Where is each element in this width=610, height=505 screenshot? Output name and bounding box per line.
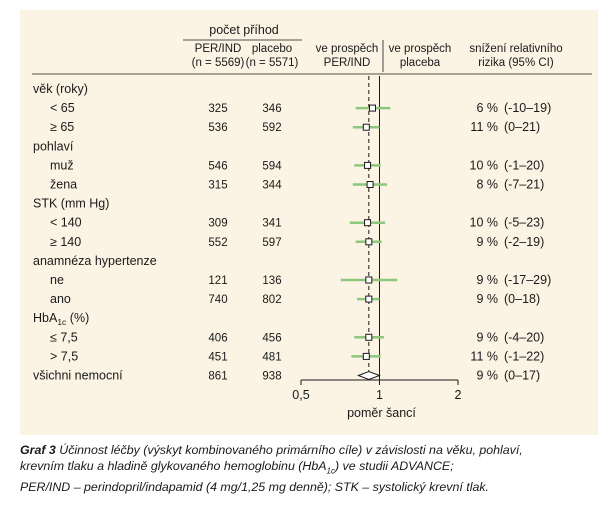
x-axis-label: poměr šancí: [347, 406, 416, 420]
rrr-ci: (-7–21): [504, 178, 544, 192]
rrr-ci: (-1–22): [504, 349, 544, 363]
group-label: STK (mm Hg): [33, 197, 109, 211]
point-estimate-marker: [365, 333, 373, 341]
group-label: HbA1c (%): [33, 311, 89, 327]
events-per-ind: 121: [208, 275, 227, 287]
events-per-ind: 740: [208, 294, 227, 306]
events-placebo: 802: [262, 294, 281, 306]
header-rrr-2: rizika (95% CI): [478, 57, 554, 69]
x-axis-tick-label: 0,5: [292, 388, 309, 402]
subgroup-label: ne: [50, 273, 64, 287]
plot-panel: [20, 10, 598, 435]
header-favors-placebo-2: placeba: [400, 57, 441, 69]
rrr-ci: (0–21): [504, 120, 540, 134]
events-per-ind: 552: [208, 237, 227, 249]
point-estimate-marker: [366, 181, 374, 188]
events-placebo: 938: [262, 371, 281, 383]
rrr-percent: 10 %: [470, 158, 499, 172]
forest-plot: počet příhod PER/IND (n = 5569) placebo (n =…: [32, 23, 592, 420]
events-placebo: 597: [262, 237, 281, 249]
header-favors-per-ind-2: PER/IND: [324, 57, 371, 69]
header-rrr-1: snížení relativního: [469, 43, 562, 55]
header-events-label: počet příhod: [209, 23, 279, 37]
rrr-percent: 9 %: [476, 369, 498, 383]
caption-line-2b: ) ve studii ADVANCE;: [334, 459, 454, 473]
group-label: pohlaví: [33, 139, 74, 153]
figure-caption: Graf 3 Účinnost léčby (výskyt kombinovan…: [20, 442, 600, 495]
events-placebo: 341: [262, 218, 281, 230]
header-col-per-ind-n: (n = 5569): [192, 57, 245, 69]
point-estimate-marker: [364, 219, 372, 227]
events-per-ind: 325: [208, 103, 227, 115]
rrr-ci: (-4–20): [504, 330, 544, 344]
rrr-percent: 6 %: [476, 101, 498, 115]
events-per-ind: 406: [208, 332, 227, 344]
events-per-ind: 546: [208, 160, 227, 172]
overall-diamond: [357, 370, 381, 381]
events-per-ind: 309: [208, 218, 227, 230]
events-per-ind: 861: [208, 371, 227, 383]
header-favors-per-ind-1: ve prospěch: [316, 43, 379, 55]
rrr-percent: 10 %: [470, 216, 499, 230]
subgroup-label: ≥ 140: [50, 235, 81, 249]
header-favors-placebo-1: ve prospěch: [389, 43, 452, 55]
group-label: anamnéza hypertenze: [33, 254, 157, 268]
events-per-ind: 536: [208, 122, 227, 134]
rrr-ci: (-17–29): [504, 273, 551, 287]
point-estimate-marker: [365, 238, 373, 246]
rrr-percent: 9 %: [476, 235, 498, 249]
rrr-percent: 9 %: [476, 273, 498, 287]
header-col-placebo: placebo: [252, 43, 292, 55]
point-estimate-marker: [368, 104, 376, 112]
rrr-percent: 8 %: [476, 178, 498, 192]
header-col-placebo-n: (n = 5571): [246, 57, 299, 69]
rrr-ci: (-5–23): [504, 216, 544, 230]
events-placebo: 344: [262, 180, 282, 192]
subgroup-label: ≤ 7,5: [50, 330, 78, 344]
caption-line-3: PER/IND – perindopril/indapamid (4 mg/1,…: [20, 480, 489, 495]
caption-figure-label: Graf 3: [20, 443, 56, 457]
point-estimate-marker: [364, 161, 372, 169]
events-placebo: 592: [262, 122, 281, 134]
subgroup-label: žena: [50, 178, 77, 192]
subgroup-label: ano: [50, 292, 71, 306]
overall-label: všichni nemocní: [33, 369, 123, 383]
caption-line-2-subscript: 1c: [326, 466, 335, 476]
x-axis-tick-label: 1: [376, 388, 383, 402]
events-per-ind: 451: [208, 351, 227, 363]
rrr-percent: 9 %: [476, 330, 498, 344]
events-placebo: 136: [262, 275, 281, 287]
rrr-ci: (-2–19): [504, 235, 544, 249]
events-placebo: 594: [262, 160, 282, 172]
rrr-percent: 11 %: [470, 120, 498, 134]
events-placebo: 456: [262, 332, 281, 344]
events-per-ind: 315: [208, 180, 227, 192]
subgroup-label: > 7,5: [50, 349, 78, 363]
events-placebo: 481: [262, 351, 281, 363]
point-estimate-marker: [365, 295, 373, 303]
subgroup-label: < 140: [50, 216, 82, 230]
rrr-percent: 11 %: [470, 349, 498, 363]
point-estimate-marker: [362, 123, 370, 131]
rrr-ci: (-10–19): [504, 101, 551, 115]
x-axis-tick-label: 2: [455, 388, 462, 402]
subgroup-label: muž: [50, 158, 74, 172]
point-estimate-marker: [365, 276, 373, 284]
rrr-ci: (-1–20): [504, 158, 544, 172]
rrr-ci: (0–18): [504, 292, 540, 306]
header-col-per-ind: PER/IND: [195, 43, 242, 55]
events-placebo: 346: [262, 103, 281, 115]
subgroup-label: < 65: [50, 101, 75, 115]
group-label: věk (roky): [33, 82, 88, 96]
rrr-ci: (0–17): [504, 369, 540, 383]
subgroup-label: ≥ 65: [50, 120, 74, 134]
caption-line-1: Účinnost léčby (výskyt kombinovaného pri…: [59, 443, 523, 457]
point-estimate-marker: [362, 352, 370, 360]
rrr-percent: 9 %: [476, 292, 498, 306]
caption-line-2a: krevním tlaku a hladině glykovaného hemo…: [20, 459, 327, 473]
